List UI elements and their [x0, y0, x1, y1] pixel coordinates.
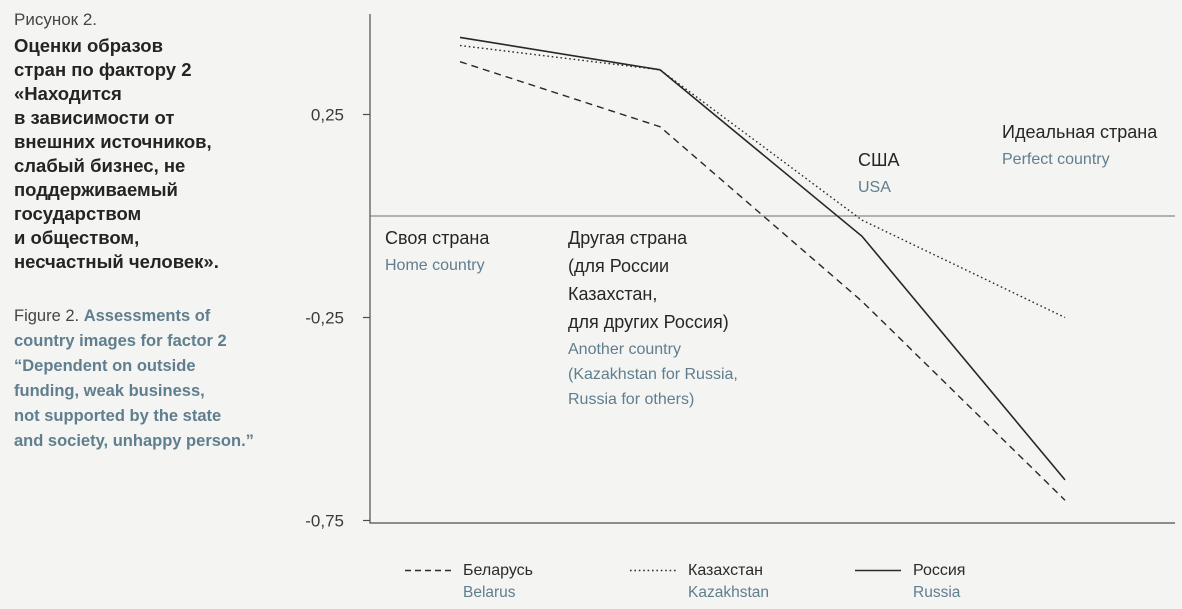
svg-text:0,25: 0,25	[311, 106, 344, 125]
category-ru-label: США	[858, 150, 900, 170]
legend-label-ru: Беларусь	[463, 562, 533, 579]
category-en-label: Another country (Kazakhstan for Russia, …	[568, 341, 738, 408]
category-en-label: Perfect country	[1002, 151, 1110, 168]
figure-caption-en: Figure 2. Assessments of country images …	[14, 304, 334, 454]
svg-text:-0,75: -0,75	[305, 512, 344, 531]
figure-label-ru: Рисунок 2.	[14, 10, 98, 29]
legend-label: Россия Russia	[913, 560, 965, 604]
category-ru-label: Идеальная страна	[1002, 122, 1158, 142]
category-ru-label: Другая страна (для России Казахстан, для…	[568, 228, 729, 332]
legend-line-sample-russia	[855, 569, 901, 572]
legend-line-sample-kazakhstan	[630, 569, 676, 572]
category-ru-label: Своя страна	[385, 228, 490, 248]
figure-title-en: Assessments of country images for factor…	[14, 307, 254, 450]
legend-item-belarus: Беларусь Belarus	[405, 560, 533, 604]
figure-title-ru: Оценки образов стран по фактору 2 «Наход…	[14, 35, 219, 272]
category-en-label: USA	[858, 179, 891, 196]
legend-line-sample-belarus	[405, 569, 451, 572]
legend-label-ru: Казахстан	[688, 562, 763, 579]
legend-label: Беларусь Belarus	[463, 560, 533, 604]
line-chart: 0,25 -0,25 -0,75	[305, 14, 1175, 531]
category-label-perfect-country: Идеальная страна Perfect country	[1002, 118, 1157, 172]
figure-label-en: Figure 2.	[14, 307, 80, 325]
figure-caption: Рисунок 2. Оценки образов стран по факто…	[14, 10, 334, 454]
legend-label-en: Russia	[913, 584, 961, 601]
legend-item-russia: Россия Russia	[855, 560, 965, 604]
svg-text:-0,25: -0,25	[305, 309, 344, 328]
category-en-label: Home country	[385, 257, 485, 274]
legend-label-en: Belarus	[463, 584, 516, 601]
legend-label: Казахстан Kazakhstan	[688, 560, 769, 604]
legend-item-kazakhstan: Казахстан Kazakhstan	[630, 560, 769, 604]
legend-label-ru: Россия	[913, 562, 966, 579]
category-label-another-country: Другая страна (для России Казахстан, для…	[568, 224, 738, 412]
legend-label-en: Kazakhstan	[688, 584, 769, 601]
category-label-home-country: Своя страна Home country	[385, 224, 489, 278]
category-label-usa: США USA	[858, 146, 900, 200]
